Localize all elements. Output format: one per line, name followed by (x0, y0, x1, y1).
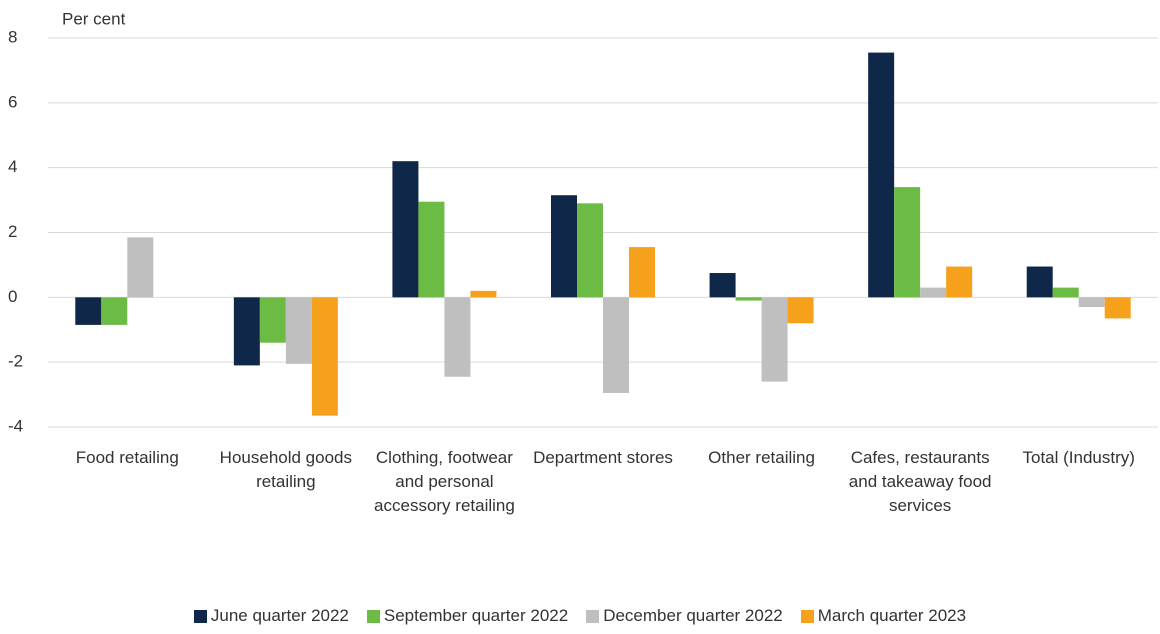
x-tick-label: Other retailing (708, 448, 815, 467)
legend-item: June quarter 2022 (193, 606, 349, 626)
bar (470, 290, 497, 298)
y-tick-label: 2 (8, 222, 17, 241)
legend-swatch (193, 609, 207, 623)
bar (233, 297, 260, 366)
bar (1026, 266, 1053, 298)
y-tick-label: -2 (8, 352, 23, 371)
legend-label: June quarter 2022 (210, 606, 349, 625)
legend-swatch (366, 609, 380, 623)
y-tick-label: -4 (8, 416, 23, 435)
x-tick-label: Clothing, footwear and personal accessor… (374, 448, 515, 515)
y-tick-label: 6 (8, 92, 17, 111)
x-tick-label: Food retailing (75, 448, 179, 467)
bar (629, 247, 655, 298)
bar (920, 287, 947, 298)
legend-swatch (586, 609, 600, 623)
legend-label: March quarter 2023 (817, 606, 967, 625)
bar (761, 297, 788, 382)
bar (259, 297, 286, 343)
bar (101, 297, 128, 325)
legend-label: September quarter 2022 (383, 606, 569, 625)
x-tick-label: Household goods retailing (219, 448, 352, 491)
legend-label: December quarter 2022 (603, 606, 783, 625)
bar (735, 297, 762, 301)
legend-swatch (800, 609, 814, 623)
bar (1104, 297, 1131, 319)
bar (285, 297, 312, 364)
x-tick-label: Cafes, restaurants and takeaway food ser… (848, 448, 992, 515)
y-tick-label: 4 (8, 157, 17, 176)
bar (577, 203, 603, 298)
bar (603, 297, 629, 393)
legend-item: September quarter 2022 (366, 606, 569, 626)
bar (1078, 297, 1105, 308)
bar (1052, 287, 1079, 298)
x-tick-label: Total (Industry) (1022, 448, 1135, 467)
bar (418, 201, 445, 298)
y-axis-label: Per cent (62, 9, 126, 28)
bar (868, 52, 895, 298)
legend: June quarter 2022 September quarter 2022 D… (0, 606, 1160, 626)
legend-item: March quarter 2023 (800, 606, 967, 626)
bar (127, 237, 154, 298)
bar (787, 297, 814, 324)
bar (709, 273, 736, 298)
bar (311, 297, 338, 416)
y-tick-label: 0 (8, 287, 17, 306)
bar (894, 187, 921, 298)
y-tick-label: 8 (8, 27, 17, 46)
bar (392, 161, 419, 298)
bar (444, 297, 471, 377)
legend-item: December quarter 2022 (586, 606, 783, 626)
bar (551, 195, 577, 298)
bar (946, 266, 973, 298)
bar (75, 297, 102, 325)
x-tick-label: Department stores (533, 448, 673, 467)
